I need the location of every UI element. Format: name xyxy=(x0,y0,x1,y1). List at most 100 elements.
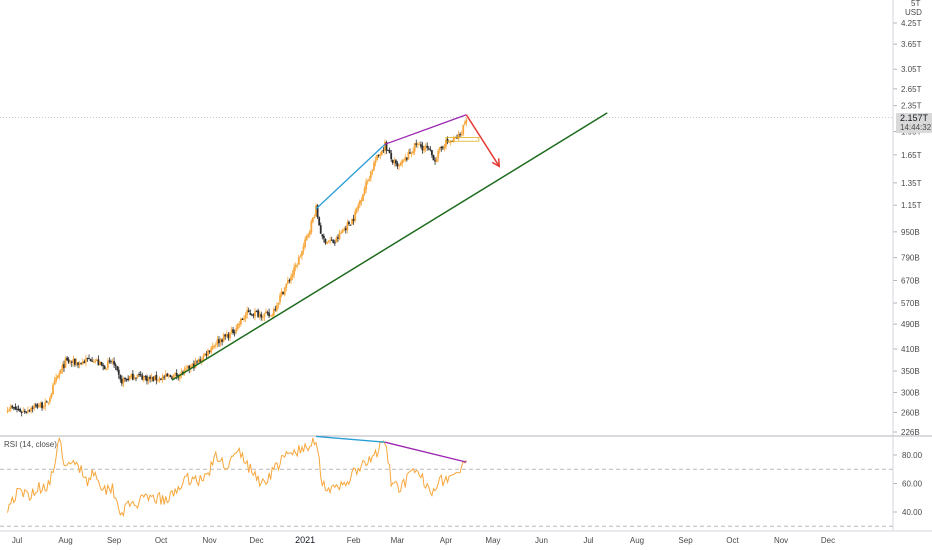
candle-body xyxy=(340,232,342,234)
candle-body xyxy=(9,406,12,410)
time-tick-label: Aug xyxy=(58,536,72,545)
candle-body xyxy=(283,287,286,295)
purple-rsi-divergence-line[interactable] xyxy=(384,441,467,463)
candle-body xyxy=(199,359,202,362)
candle-body xyxy=(64,358,67,368)
candle-body xyxy=(321,234,324,237)
candle-body xyxy=(77,362,79,366)
candle-body xyxy=(247,310,250,313)
candle-body xyxy=(58,373,61,377)
candle-body xyxy=(351,219,353,225)
candle-body xyxy=(25,411,28,413)
red-arrow-line[interactable] xyxy=(465,114,500,167)
candle-body xyxy=(457,134,460,139)
blue-price-divergence-line[interactable] xyxy=(315,143,386,210)
candle-body xyxy=(402,159,405,161)
candle-body xyxy=(255,310,258,312)
candle-body xyxy=(108,360,111,362)
rsi-indicator-label[interactable]: RSI (14, close) xyxy=(4,440,57,449)
candle-body xyxy=(178,374,181,379)
candle-body xyxy=(78,363,81,366)
candle-body xyxy=(66,357,69,361)
candle-body xyxy=(225,334,228,337)
candle-body xyxy=(213,345,216,347)
candle-body xyxy=(205,353,208,356)
candle-body xyxy=(34,404,37,406)
rsi-drawings[interactable] xyxy=(315,435,467,463)
price-tick-label: 490B xyxy=(901,320,920,329)
price-tick-label: 950B xyxy=(901,228,920,237)
candle-body xyxy=(47,402,50,404)
candle-body xyxy=(235,328,238,332)
candle-body xyxy=(379,154,382,156)
candle-body xyxy=(241,319,244,321)
candle-body xyxy=(208,350,211,352)
candle-body xyxy=(452,137,455,142)
candle-body xyxy=(360,200,363,202)
candle-body xyxy=(158,377,161,381)
blue-rsi-divergence-line[interactable] xyxy=(315,435,385,443)
candle-body xyxy=(297,257,300,265)
time-axis[interactable]: Jul Aug Sep Oct Nov Dec 2021 Feb Mar Apr May Jun Jul… xyxy=(0,530,932,545)
candle-body xyxy=(448,141,451,143)
candle-body xyxy=(434,160,436,162)
candle-body xyxy=(92,361,95,363)
rsi-pane[interactable] xyxy=(0,435,897,527)
candle-body xyxy=(127,378,130,381)
red-arrow-head[interactable] xyxy=(491,158,501,168)
candle-body xyxy=(63,364,65,368)
candle-body xyxy=(124,378,126,380)
last-price-badge: 2.157T 14:44:32 xyxy=(896,113,932,133)
price-tick-label: 350B xyxy=(901,367,920,376)
time-tick-label: Sep xyxy=(107,536,122,545)
candle-body xyxy=(207,350,209,356)
candle-body xyxy=(183,369,186,374)
candle-body xyxy=(260,314,263,318)
candle-body xyxy=(382,150,385,152)
candle-body xyxy=(227,334,230,339)
candle-body xyxy=(405,157,408,160)
rsi-tick-labels: 80.00 60.00 40.00 xyxy=(902,451,923,517)
candle-body xyxy=(348,221,350,225)
candle-body xyxy=(14,406,17,410)
candle-body xyxy=(329,240,332,242)
price-pane[interactable] xyxy=(0,22,897,433)
purple-price-divergence-line[interactable] xyxy=(384,114,467,145)
candle-body xyxy=(252,314,255,316)
candle-body xyxy=(116,366,119,371)
candle-body xyxy=(254,311,256,317)
price-drawings[interactable] xyxy=(171,112,608,381)
candle-body xyxy=(291,274,294,278)
candle-body xyxy=(155,374,158,381)
time-tick-label: Jun xyxy=(535,536,548,545)
candle-body xyxy=(319,225,322,234)
rsi-tick-label: 80.00 xyxy=(902,451,923,460)
candle-body xyxy=(418,144,421,146)
price-axis[interactable]: 5T USD 4.25T3.65T3.05T2.65T2.35T1.95T1.6… xyxy=(892,0,923,530)
candle-body xyxy=(239,318,242,325)
candle-body xyxy=(121,378,123,384)
candle-body xyxy=(95,359,98,361)
candle-body xyxy=(194,361,197,368)
candle-body xyxy=(53,380,56,385)
price-tick-label: 570B xyxy=(901,299,920,308)
candle-body xyxy=(41,402,43,409)
candle-body xyxy=(74,358,76,365)
candle-body xyxy=(186,366,189,368)
candle-body xyxy=(388,150,391,153)
time-tick-label: Aug xyxy=(630,536,644,545)
price-tick-labels: 4.25T3.65T3.05T2.65T2.35T1.95T1.65T1.35T… xyxy=(901,19,922,437)
candle-body xyxy=(443,146,446,149)
price-tick-label: 226B xyxy=(901,428,920,437)
rsi-series-line xyxy=(7,436,467,518)
candle-body xyxy=(50,393,53,398)
candle-body xyxy=(8,409,11,411)
candle-body xyxy=(401,160,404,164)
candle-body xyxy=(153,375,156,381)
green-trendline[interactable] xyxy=(171,112,608,381)
candle-body xyxy=(72,359,75,363)
candle-body xyxy=(326,241,328,244)
candle-body xyxy=(288,280,291,282)
price-target-box[interactable] xyxy=(445,137,480,142)
